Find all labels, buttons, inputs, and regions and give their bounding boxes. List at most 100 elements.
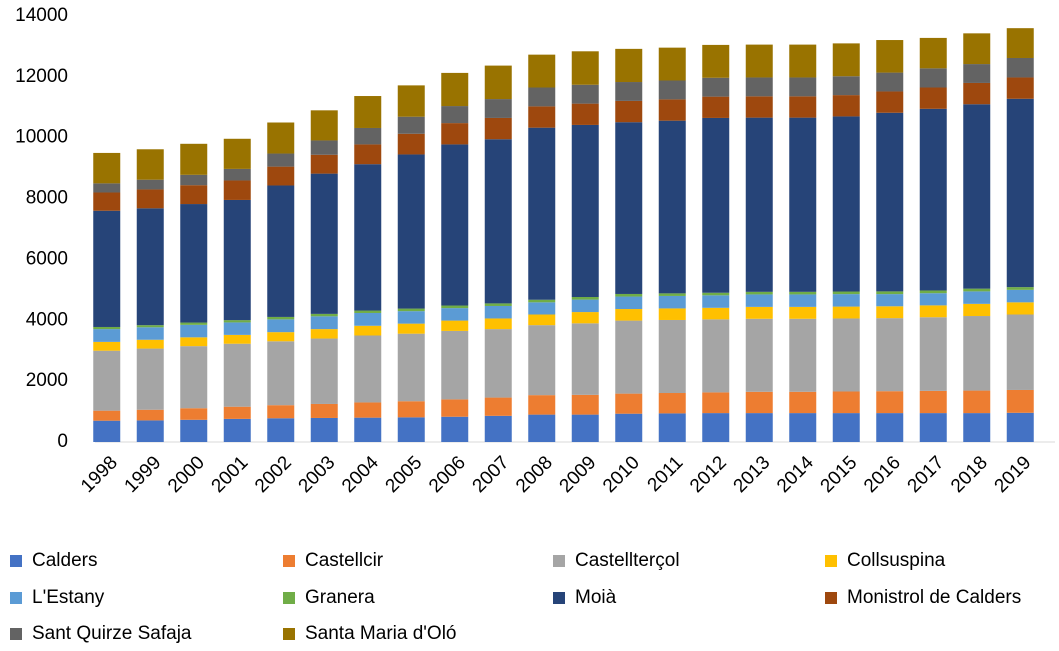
bar-segment <box>180 337 208 347</box>
bar-segment <box>745 291 773 295</box>
bar-segment <box>702 292 730 296</box>
bar-segment <box>136 420 164 442</box>
bar-segment <box>267 341 295 406</box>
bar-segment <box>93 329 121 342</box>
bar-segment <box>397 311 425 324</box>
bar-segment <box>223 138 251 169</box>
legend-label: Collsuspina <box>847 550 946 571</box>
bar-segment <box>919 87 947 109</box>
bar-segment <box>528 302 556 315</box>
bar-segment <box>571 312 599 324</box>
bar-segment <box>397 85 425 117</box>
bar-segment <box>876 91 904 113</box>
bar-segment <box>832 413 860 442</box>
bar-segment <box>615 320 643 394</box>
bar-segment <box>1006 28 1034 58</box>
bar-segment <box>571 124 599 298</box>
bar-segment <box>223 406 251 419</box>
bar-segment <box>876 391 904 414</box>
bar-segment <box>136 348 164 410</box>
bar-segment <box>441 399 469 417</box>
legend-swatch <box>283 555 295 567</box>
bar-segment <box>571 51 599 85</box>
bar-segment <box>615 393 643 414</box>
bar-segment <box>963 64 991 83</box>
bar-segment <box>354 402 382 418</box>
y-tick-label: 14000 <box>15 5 68 26</box>
bar-segment <box>267 332 295 342</box>
bar-segment <box>963 303 991 317</box>
bar-segment <box>702 319 730 393</box>
bar-segment <box>310 316 338 330</box>
bar-segment <box>745 294 773 307</box>
bar-segment <box>919 37 947 69</box>
bar-segment <box>702 307 730 320</box>
bar-segment <box>963 104 991 289</box>
bar-segment <box>136 208 164 326</box>
bar-segment <box>528 54 556 88</box>
bar-segment <box>963 288 991 292</box>
bar-segment <box>93 192 121 211</box>
legend-label: Monistrol de Calders <box>847 587 1021 608</box>
bar-segment <box>354 417 382 442</box>
y-tick-label: 8000 <box>26 188 68 209</box>
bar-segment <box>397 323 425 334</box>
x-tick-label: 2018 <box>947 452 992 497</box>
bar-segment <box>93 410 121 421</box>
bar-segment <box>571 414 599 442</box>
bar-segment <box>93 420 121 442</box>
x-tick-label: 1999 <box>121 452 166 497</box>
bar-segment <box>615 296 643 310</box>
legend-label: Calders <box>32 550 97 571</box>
bar-segment <box>745 391 773 414</box>
bar-segment <box>267 153 295 167</box>
x-tick-label: 2000 <box>164 452 209 497</box>
legend-swatch <box>10 592 22 604</box>
bar-segment <box>397 116 425 134</box>
bar-segment <box>615 82 643 101</box>
bar-segment <box>876 294 904 307</box>
legend-swatch <box>825 555 837 567</box>
bar-segment <box>658 99 686 121</box>
bar-segment <box>93 350 121 411</box>
bar-segment <box>876 291 904 295</box>
x-tick-label: 2003 <box>295 452 340 497</box>
bar-segment <box>136 409 164 421</box>
bar-segment <box>1006 389 1034 413</box>
bar-segment <box>658 319 686 394</box>
bar-segment <box>615 309 643 321</box>
bar-segment <box>354 144 382 165</box>
bar-segment <box>702 77 730 97</box>
bar-segment <box>876 318 904 392</box>
bar-segment <box>702 44 730 78</box>
bar-segment <box>658 80 686 100</box>
bar-segment <box>658 413 686 442</box>
bar-segment <box>702 295 730 308</box>
legend-label: Castellterçol <box>575 550 680 571</box>
bar-segment <box>397 401 425 418</box>
bar-segment <box>832 76 860 96</box>
bar-segment <box>876 306 904 319</box>
bar-segment <box>267 166 295 186</box>
bar-segment <box>310 173 338 314</box>
bar-segment <box>484 117 512 140</box>
x-tick-label: 2007 <box>469 452 514 497</box>
bar-segment <box>267 122 295 154</box>
bar-segment <box>702 117 730 293</box>
bar-segment <box>1006 57 1034 78</box>
bar-segment <box>310 313 338 317</box>
bar-segment <box>745 306 773 319</box>
bar-segment <box>136 327 164 340</box>
bar-segment <box>658 293 686 296</box>
bar-segment <box>223 320 251 323</box>
legend-swatch <box>10 628 22 640</box>
bar-segment <box>702 413 730 442</box>
bar-segment <box>919 390 947 414</box>
bar-segment <box>919 108 947 291</box>
bar-segment <box>397 308 425 312</box>
bar-segment <box>441 416 469 442</box>
bar-segment <box>267 418 295 442</box>
bar-segment <box>789 294 817 307</box>
bar-segment <box>615 48 643 83</box>
bar-segment <box>484 329 512 398</box>
